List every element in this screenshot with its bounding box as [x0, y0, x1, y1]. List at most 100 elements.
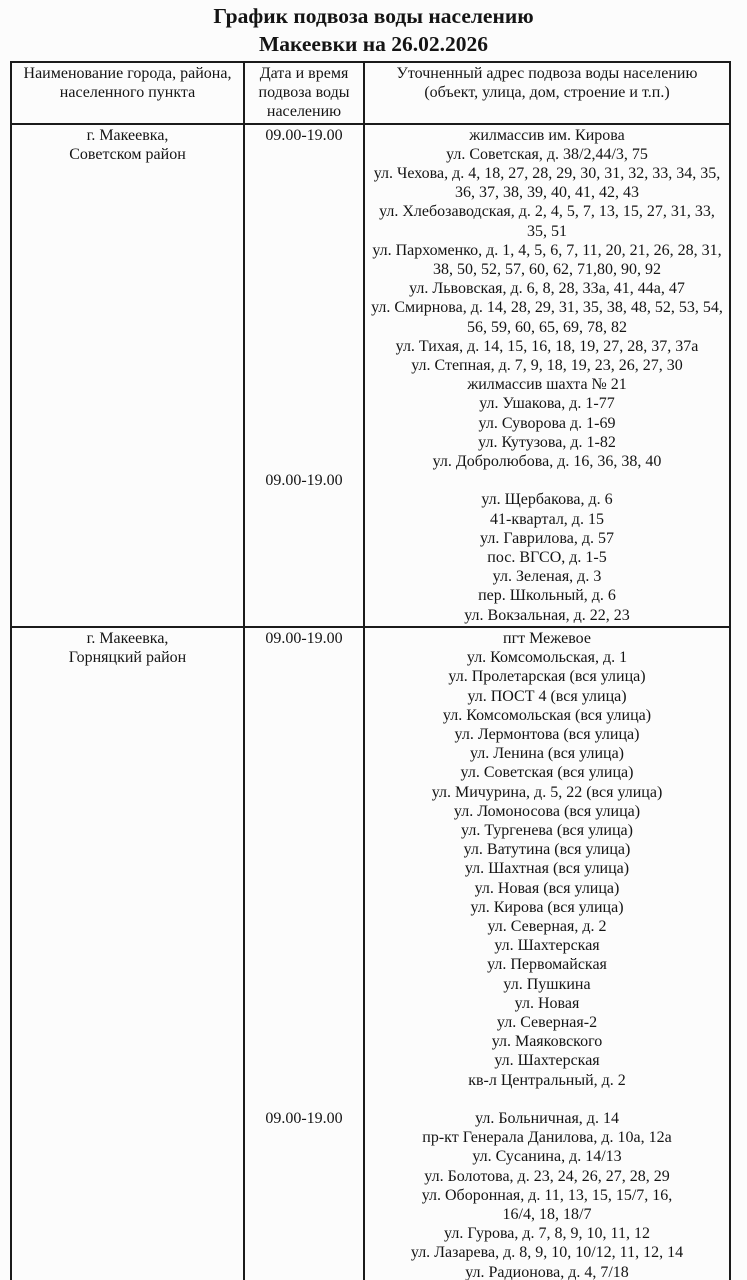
text-line [247, 279, 361, 298]
text-line: (объект, улица, дом, строение и т.п.) [424, 84, 670, 102]
document-title: График подвоза воды населению Макеевки н… [0, 0, 747, 58]
text-line [247, 687, 361, 706]
text-line [247, 840, 361, 859]
text-line: 09.00-19.00 [265, 1109, 343, 1127]
text-line [247, 433, 361, 452]
header-datetime-column: Дата и время подвоза воды населению [243, 61, 365, 125]
text-line: ул. Шахтерская [494, 937, 600, 955]
text-line: ул. Ленина (вся улица) [470, 745, 624, 763]
text-line [247, 667, 361, 686]
text-line: ул. Добролюбова, д. 16, 36, 38, 40 [432, 453, 662, 471]
water-delivery-schedule-table: Наименование города, района, населенного … [10, 61, 731, 1280]
text-line: Дата и время [259, 65, 349, 82]
text-line: 09.00-19.00 [265, 126, 343, 144]
text-line [247, 725, 361, 744]
text-line [247, 763, 361, 782]
text-line [247, 1013, 361, 1032]
text-line [247, 318, 361, 337]
time-cell: 09.00-19.00 09.00-19.00 [243, 625, 365, 1280]
text-line [247, 744, 361, 763]
text-line [247, 1032, 361, 1051]
text-line [247, 452, 361, 471]
text-line: жилмассив им. Кирова [469, 126, 625, 144]
text-line [247, 879, 361, 898]
text-line: ул. Болотова, д. 23, 24, 26, 27, 28, 29 [424, 1167, 670, 1185]
text-line: ул. Кутузова, д. 1-82 [478, 433, 616, 451]
text-line [367, 471, 727, 490]
title-line-2: Макеевки на 26.02.2026 [258, 31, 488, 56]
text-line: кв-л Центральный, д. 2 [468, 1071, 626, 1089]
text-line: ул. Мичурина, д. 5, 22 (вся улица) [431, 783, 663, 801]
text-line: ул. Чехова, д. 4, 18, 27, 28, 29, 30, 31… [373, 165, 721, 183]
text-line: ул. Смирнова, д. 14, 28, 29, 31, 35, 38,… [371, 299, 723, 317]
text-line [247, 145, 361, 164]
text-line: ул. Вокзальная, д. 22, 23 [464, 606, 630, 624]
settlement-cell: г. Макеевка, Горняцкий район [10, 625, 245, 1280]
text-line: 56, 59, 60, 65, 69, 78, 82 [467, 318, 627, 336]
text-line [247, 821, 361, 840]
text-line [247, 414, 361, 433]
text-line [247, 375, 361, 394]
table-row-sovetsky-district: г. Макеевка, Советском район 09.00-19.00 … [10, 122, 731, 628]
text-line: ул. Маяковского [491, 1033, 603, 1051]
text-line: ул. Ломоносова (вся улица) [453, 802, 641, 820]
text-line: пос. ВГСО, д. 1-5 [487, 549, 607, 567]
text-line [247, 1090, 361, 1109]
text-line: ул. Ватутина (вся улица) [463, 841, 631, 859]
header-address-column: Уточненный адрес подвоза воды населению (… [363, 61, 731, 125]
text-line [247, 936, 361, 955]
text-line: ул. Новая [514, 994, 580, 1012]
text-line: ул. Комсомольская (вся улица) [442, 706, 652, 724]
text-line [247, 955, 361, 974]
text-line: ул. Пархоменко, д. 1, 4, 5, 6, 7, 11, 20… [372, 241, 722, 259]
text-line: ул. Ушакова, д. 1-77 [479, 395, 615, 413]
text-line: ул. Новая (вся улица) [474, 879, 620, 897]
text-line [247, 898, 361, 917]
text-line [247, 337, 361, 356]
text-line: пер. Школьный, д. 6 [478, 587, 616, 605]
table-row-gornyatsky-district: г. Макеевка, Горняцкий район 09.00-19.00 … [10, 625, 731, 1280]
text-line: ул. Советская (вся улица) [460, 764, 634, 782]
text-line [247, 802, 361, 821]
text-line [367, 1090, 727, 1109]
text-line: ул. Первомайская [487, 956, 607, 974]
text-line: населенного пункта [59, 84, 196, 102]
text-line: ул. Северная, д. 2 [487, 917, 607, 935]
text-line: Наименование города, района, [23, 65, 232, 82]
time-cell: 09.00-19.00 09.00-19.00 [243, 122, 365, 628]
text-line: жилмассив шахта № 21 [467, 376, 627, 394]
text-line: ул. Лазарева, д. 8, 9, 10, 10/12, 11, 12… [410, 1244, 684, 1262]
text-line: ул. Щербакова, д. 6 [481, 491, 613, 509]
text-line: г. Макеевка, [86, 629, 169, 647]
text-line: подвоза воды [258, 84, 350, 102]
text-line: 16/4, 18, 18/7 [502, 1205, 592, 1223]
text-line [247, 648, 361, 667]
text-line: Уточненный адрес подвоза воды населению [396, 65, 698, 82]
text-line [247, 783, 361, 802]
text-line: пр-кт Генерала Данилова, д. 10а, 12а [422, 1129, 672, 1147]
text-line: ул. Шахтная (вся улица) [464, 860, 630, 878]
text-line [247, 298, 361, 317]
text-line: ул. Шахтерская [494, 1052, 600, 1070]
text-line: 38, 50, 52, 57, 60, 62, 71,80, 90, 92 [433, 261, 661, 279]
text-line [247, 859, 361, 878]
text-line: населению [266, 103, 342, 121]
text-line: Советском район [69, 145, 186, 163]
text-line: ул. Радионова, д. 4, 7/18 [465, 1263, 629, 1280]
text-line: ул. Больничная, д. 14 [475, 1109, 619, 1127]
text-line [247, 394, 361, 413]
address-cell: пгт Межевое ул. Комсомольская, д. 1 ул. Пр… [363, 625, 731, 1280]
text-line: ул. ПОСТ 4 (вся улица) [467, 687, 627, 705]
text-line: ул. Оборонная, д. 11, 13, 15, 15/7, 16, [421, 1186, 673, 1204]
text-line [247, 260, 361, 279]
text-line: ул. Комсомольская, д. 1 [466, 649, 628, 667]
text-line: пгт Межевое [503, 629, 591, 647]
text-line: ул. Зеленая, д. 3 [492, 568, 602, 586]
text-line: ул. Пролетарская (вся улица) [448, 668, 646, 686]
text-line: ул. Львовская, д. 6, 8, 28, 33а, 41, 44а… [409, 280, 685, 298]
text-line: ул. Кирова (вся улица) [470, 898, 624, 916]
text-line: 36, 37, 38, 39, 40, 41, 42, 43 [455, 184, 639, 202]
header-settlement-column: Наименование города, района, населенного … [10, 61, 245, 125]
text-line: г. Макеевка, [86, 126, 169, 144]
